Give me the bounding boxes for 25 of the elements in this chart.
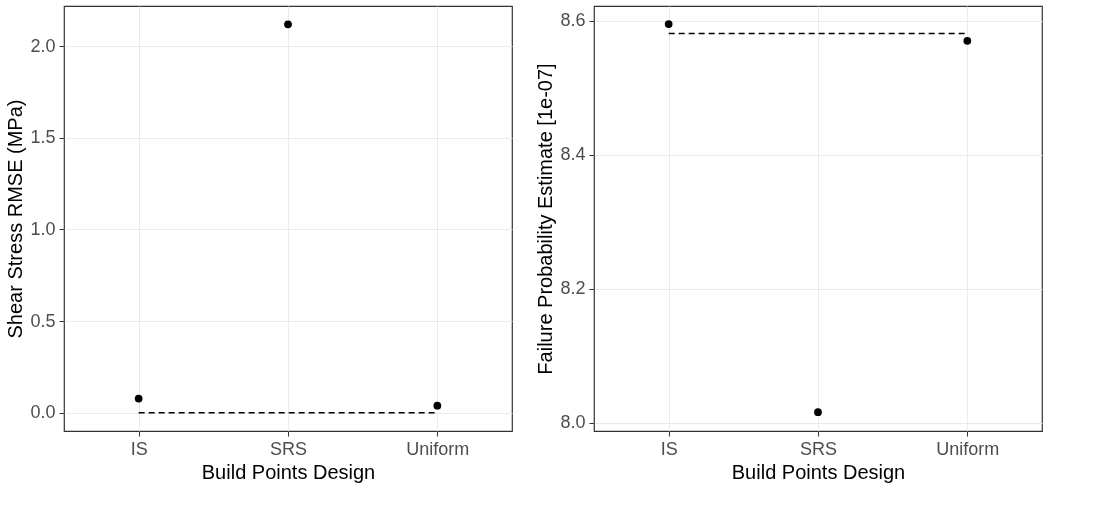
- point: [664, 20, 673, 28]
- y-tick-label: 1.0: [30, 218, 56, 239]
- y-tick-label: 1.5: [30, 127, 56, 148]
- point: [134, 394, 143, 403]
- y-tick-label: 2.0: [30, 35, 56, 56]
- x-axis-title: Build Points Design: [731, 460, 906, 483]
- x-tick-label: IS: [130, 438, 148, 459]
- x-axis-title: Build Points Design: [201, 460, 376, 483]
- y-tick-label: 8.4: [560, 144, 586, 165]
- x-tick-label: Uniform: [936, 438, 1000, 459]
- point: [284, 20, 292, 29]
- x-tick-label: SRS: [269, 438, 308, 459]
- point: [963, 36, 972, 45]
- y-tick-label: 8.0: [560, 412, 586, 433]
- x-tick-label: IS: [660, 438, 678, 459]
- y-tick-label: 8.6: [560, 10, 586, 31]
- y-axis-title: Shear Stress RMSE (MPa): [4, 99, 27, 339]
- point: [814, 408, 822, 417]
- y-tick-label: 8.2: [560, 278, 586, 299]
- y-axis-title: Failure Probability Estimate [1e-07]: [534, 63, 557, 375]
- y-tick-label: 0.5: [30, 310, 56, 331]
- y-tick-label: 0.0: [30, 402, 56, 423]
- x-tick-label: SRS: [799, 438, 838, 459]
- point: [433, 401, 442, 410]
- x-tick-label: Uniform: [406, 438, 470, 459]
